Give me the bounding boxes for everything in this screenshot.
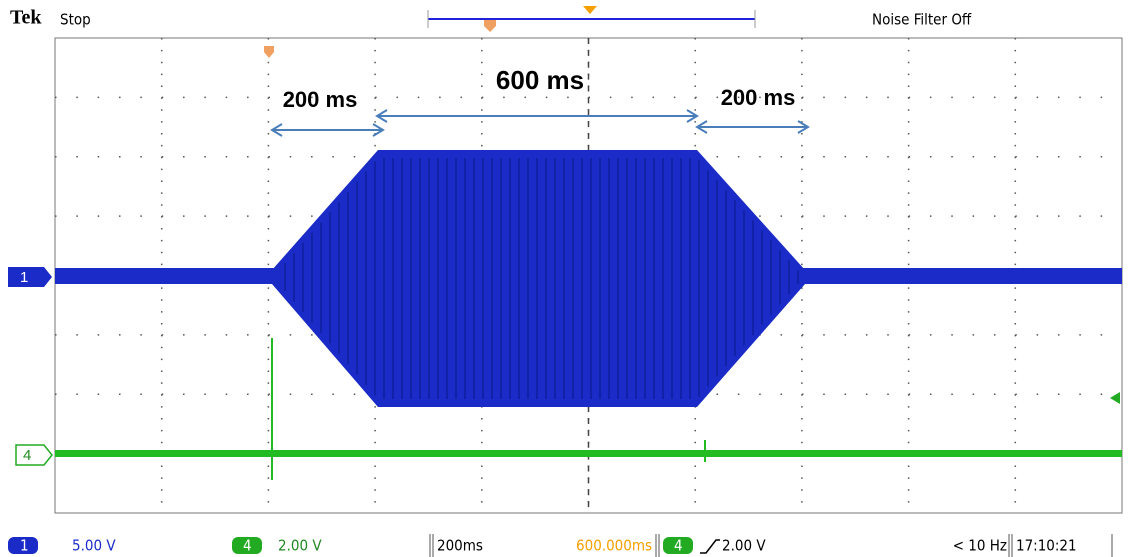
ch1-marker-label: 1 bbox=[20, 269, 28, 286]
ch1-scale: 5.00 V bbox=[72, 537, 116, 555]
trigger-level: 2.00 V bbox=[722, 537, 766, 555]
ch1-number: 1 bbox=[20, 537, 29, 555]
annotation: 600 ms bbox=[496, 65, 584, 95]
ch1-marker bbox=[8, 267, 52, 287]
run-status: Stop bbox=[60, 11, 91, 29]
frequency: < 10 Hz bbox=[953, 537, 1007, 555]
noise-filter: Noise Filter Off bbox=[872, 11, 972, 29]
ch4-number: 4 bbox=[243, 537, 252, 555]
scope-screen: Tek Stop Noise Filter Off 200 ms 600 ms … bbox=[0, 0, 1128, 557]
ch4-marker bbox=[16, 445, 52, 465]
ch4-scale: 2.00 V bbox=[278, 537, 322, 555]
brand: Tek bbox=[10, 7, 42, 29]
trigger-source: 4 bbox=[674, 537, 683, 555]
timebase: 200ms bbox=[437, 537, 483, 555]
annotation: 200 ms bbox=[721, 85, 796, 110]
clock: 17:10:21 bbox=[1016, 537, 1077, 555]
annotation: 200 ms bbox=[283, 87, 358, 112]
ch4-marker-label: 4 bbox=[23, 447, 31, 464]
horizontal-position: 600.000ms bbox=[576, 537, 652, 555]
